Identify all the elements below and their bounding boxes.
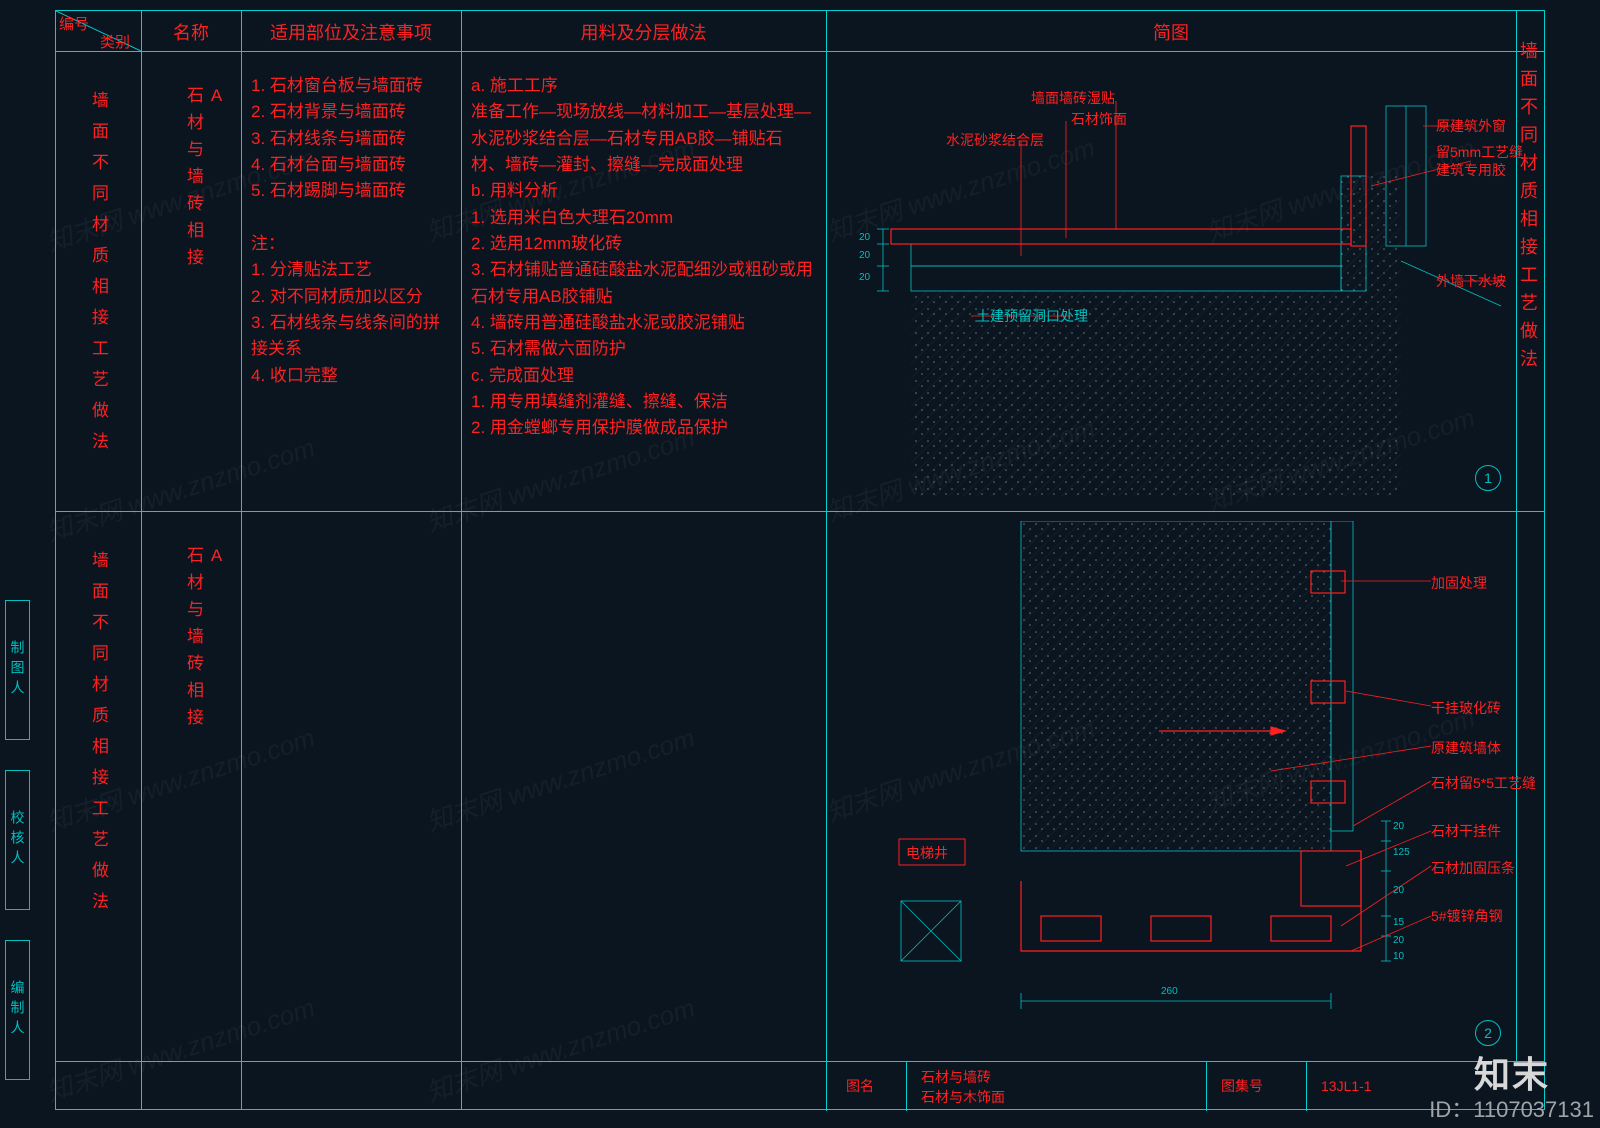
d2-c3: 石材留5*5工艺缝	[1431, 773, 1536, 793]
d1-dim2: 20	[859, 272, 870, 283]
diagram-2-svg	[841, 521, 1506, 1051]
d2-vd3: 15	[1393, 917, 1404, 928]
detail-2-marker: 2	[1475, 1020, 1501, 1046]
d2-c2: 原建筑墙体	[1431, 738, 1501, 758]
hdr-bianhao: 编号	[59, 13, 89, 34]
d2-c0: 加固处理	[1431, 573, 1487, 593]
d2-vd0: 20	[1393, 821, 1404, 832]
hdr-scope: 适用部位及注意事项	[241, 19, 461, 45]
d2-c5: 石材加固压条	[1431, 858, 1515, 878]
row2-name: A 石材与墙砖相接	[181, 546, 226, 735]
brand-text: 知末	[1474, 1046, 1550, 1098]
d1-c3: 原建筑外窗	[1436, 116, 1506, 136]
id-text: ID：1107037131	[1429, 1092, 1594, 1124]
d2-hdim: 260	[1161, 986, 1178, 997]
d2-vd4: 20	[1393, 935, 1404, 946]
d2-vd2: 20	[1393, 885, 1404, 896]
d1-c6: 土建预留洞口处理	[976, 306, 1088, 326]
hdr-leibie: 类别	[100, 31, 130, 52]
row1-scope-text: 1. 石材窗台板与墙面砖 2. 石材背景与墙面砖 3. 石材线条与墙面砖 4. …	[251, 73, 451, 389]
hdr-diagram: 简图	[826, 19, 1516, 45]
d1-c5: 外墙下水坡	[1436, 271, 1506, 291]
drawing-sheet: 编号 类别 名称 适用部位及注意事项 用料及分层做法 简图 墙面不同材质相接工艺…	[55, 10, 1545, 1110]
row-line	[56, 511, 1544, 512]
sheet-vertical-title: 墙面不同材质相接工艺做法	[1515, 41, 1541, 377]
d1-c2: 水泥砂浆结合层	[946, 130, 1044, 150]
footer-tuji-label: 图集号	[1221, 1076, 1263, 1098]
d1-c0: 墙面墙砖湿贴	[1031, 88, 1115, 108]
d1-c4: 留5mm工艺缝 建筑专用胶	[1436, 144, 1523, 179]
footer-tuji-val: 13JL1-1	[1321, 1076, 1372, 1098]
row2-category: 墙面不同材质相接工艺做法	[86, 551, 111, 923]
footer-tuming-label: 图名	[846, 1076, 874, 1098]
diagram-1: 墙面墙砖湿贴 石材饰面 水泥砂浆结合层 原建筑外窗 留5mm工艺缝 建筑专用胶 …	[841, 66, 1506, 496]
col-line	[826, 11, 827, 1109]
diagram-1-svg	[841, 66, 1506, 496]
d1-dim1: 20	[859, 250, 870, 261]
d1-dim0: 20	[859, 232, 870, 243]
detail-1-marker: 1	[1475, 465, 1501, 491]
footer-tuming-1: 石材与墙砖	[921, 1067, 991, 1089]
row1-category: 墙面不同材质相接工艺做法	[86, 91, 111, 463]
diagram-2: 电梯井 加固处理 干挂玻化砖 原建筑墙体 石材留5*5工艺缝 石材干挂件 石材加…	[841, 521, 1506, 1051]
leftbox-check: 校核人	[5, 770, 30, 910]
row1-method-text: a. 施工工序 准备工作—现场放线—材料加工—基层处理—水泥砂浆结合层—石材专用…	[471, 73, 816, 442]
col-line	[241, 11, 242, 1109]
footer-tuming-2: 石材与木饰面	[921, 1087, 1005, 1109]
col-line	[141, 11, 142, 1109]
col-line	[461, 11, 462, 1109]
d2-vd5: 10	[1393, 951, 1404, 962]
d2-c1: 干挂玻化砖	[1431, 698, 1501, 718]
d2-vd1: 125	[1393, 847, 1410, 858]
d2-shaft: 电梯井	[906, 843, 948, 863]
d2-c4: 石材干挂件	[1431, 821, 1501, 841]
row-line	[56, 51, 1544, 52]
leftbox-compile: 编制人	[5, 940, 30, 1080]
d1-c1: 石材饰面	[1071, 109, 1127, 129]
leftbox-draw: 制图人	[5, 600, 30, 740]
row1-name: A 石材与墙砖相接	[181, 86, 226, 275]
hdr-name: 名称	[141, 19, 241, 45]
hdr-method: 用料及分层做法	[461, 19, 826, 45]
d2-c6: 5#镀锌角钢	[1431, 906, 1503, 926]
